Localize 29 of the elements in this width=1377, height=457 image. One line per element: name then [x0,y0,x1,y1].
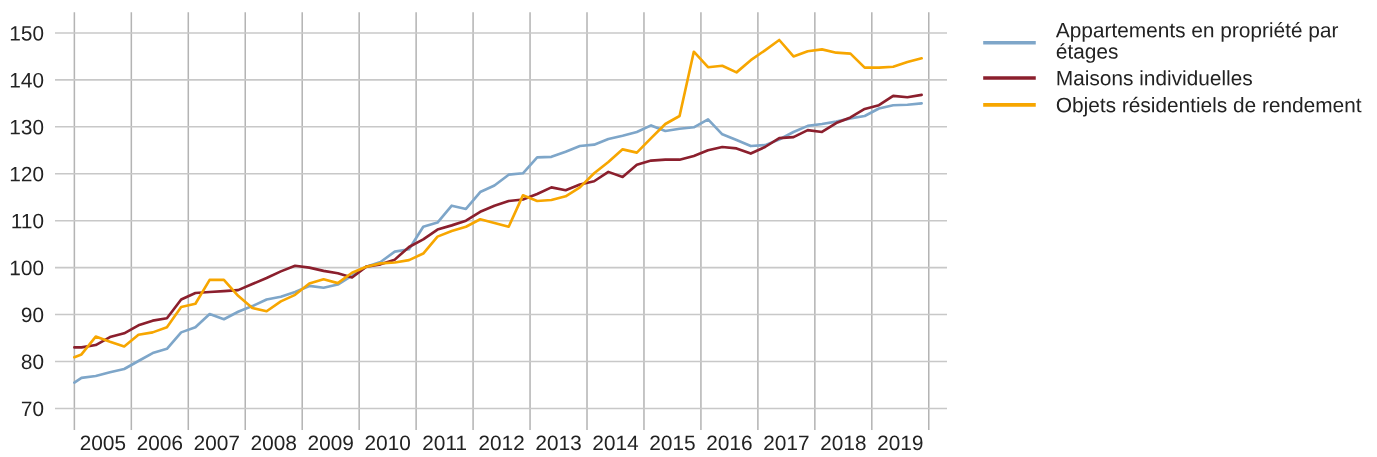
x-tick-label: 2018 [821,435,866,451]
y-tick-label: 140 [10,72,44,88]
x-tick-label: 2012 [479,435,524,451]
x-tick-label: 2009 [308,435,353,451]
y-tick-label: 130 [10,119,44,135]
x-tick-label: 2008 [251,435,296,451]
x-tick-label: 2011 [423,435,466,451]
x-tick-label: 2017 [764,435,809,451]
x-tick-label: 2006 [137,435,183,451]
x-tick-label: 2015 [650,435,695,451]
legend-label: Maisons individuelles [1057,70,1252,86]
legend-label: Appartements en propriété par étages [1055,22,1339,63]
y-tick-label: 120 [10,166,44,182]
x-tick-label: 2019 [878,435,923,451]
line-series [73,38,923,359]
y-tick-label: 150 [10,25,44,41]
x-tick-label: 2010 [365,435,411,451]
line-series [73,93,923,349]
legend-label: Objets résidentiels de rendement [1056,96,1362,117]
x-tick-label: 2016 [707,435,752,451]
x-tick-label: 2007 [194,435,239,451]
x-tick-label: 2005 [80,435,126,451]
y-tick-label: 70 [21,401,44,417]
y-tick-label: 100 [10,260,44,276]
x-tick-label: 2013 [536,435,581,451]
y-tick-label: 90 [21,307,44,323]
y-tick-label: 110 [12,213,44,229]
y-tick-label: 80 [21,354,44,370]
x-tick-label: 2014 [593,435,639,451]
